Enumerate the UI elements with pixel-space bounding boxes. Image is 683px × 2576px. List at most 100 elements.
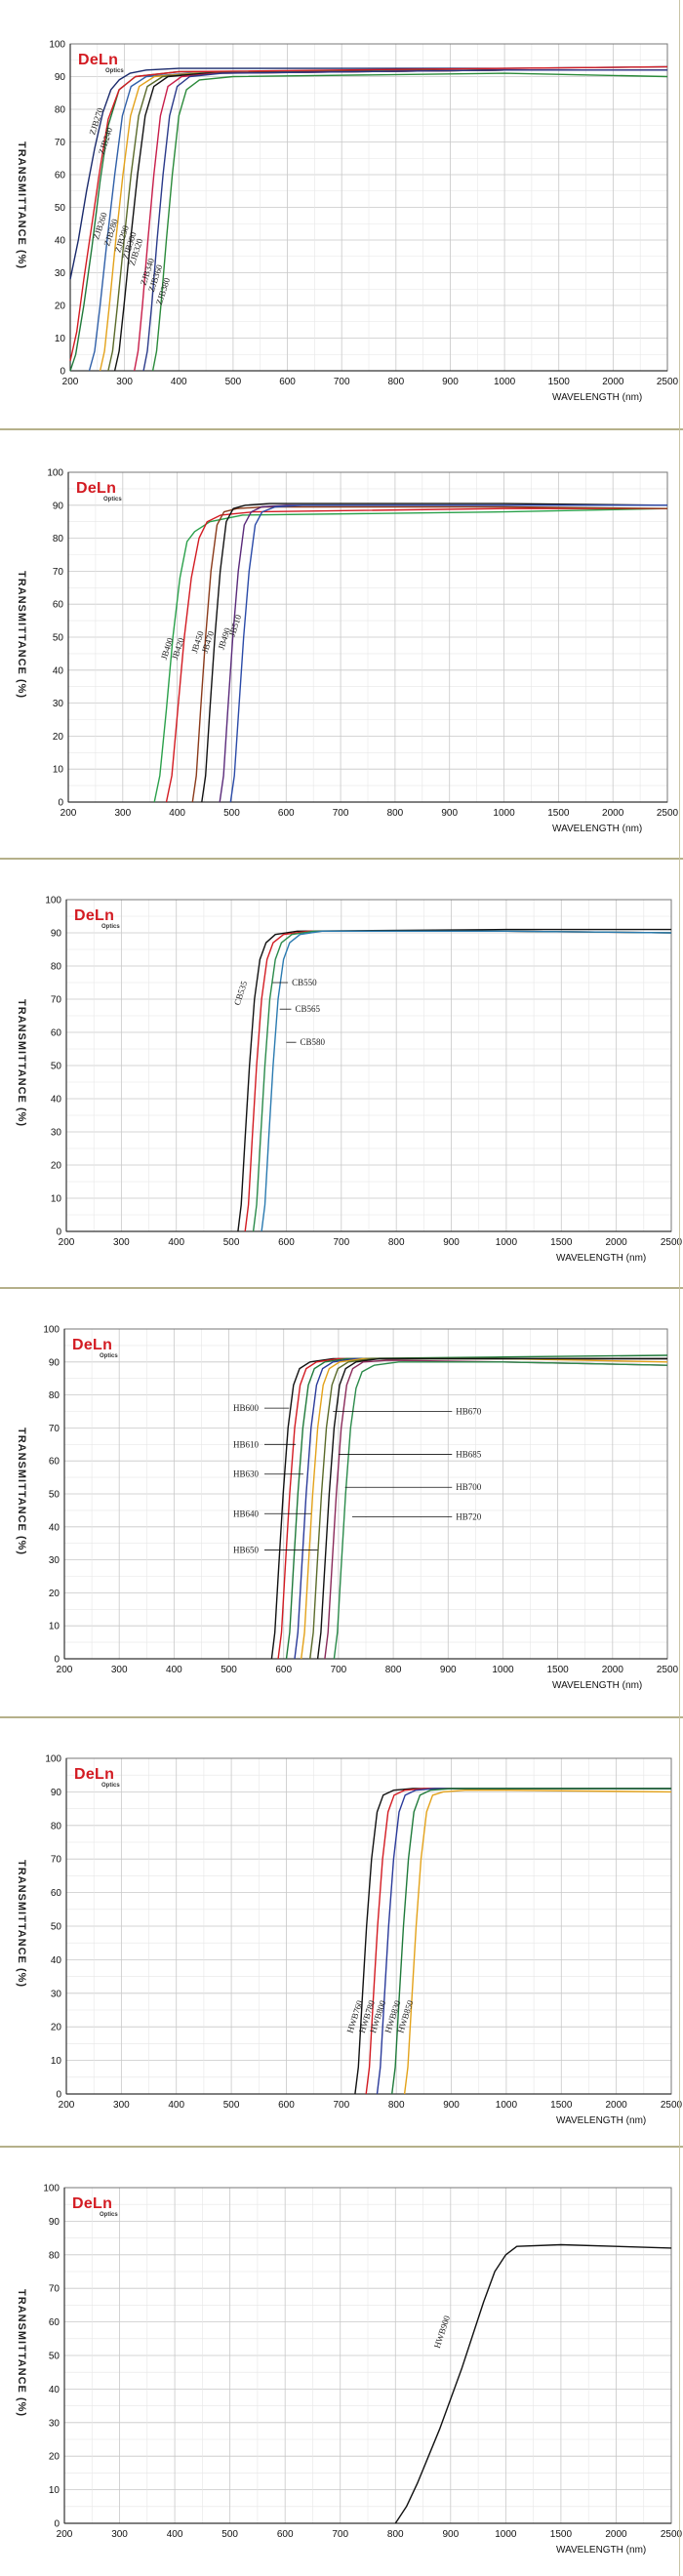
series-line-hb720	[333, 1361, 668, 1660]
y-tick-label: 100	[45, 896, 61, 906]
series-annotation: HB640	[233, 1509, 260, 1518]
y-axis-title: TRANSMITTANCE (%)	[16, 141, 27, 269]
chart-panel-1: 0 10 20 30 40 50 60 70 80 90 100 200 300 400 500 600 700…	[0, 0, 683, 429]
x-tick-label: 700	[332, 2529, 348, 2540]
x-tick-label: 900	[441, 808, 458, 819]
y-tick-label: 60	[55, 171, 66, 181]
y-tick-label: 0	[54, 1655, 60, 1666]
x-tick-label: 600	[278, 808, 295, 819]
x-tick-label: 200	[57, 1665, 73, 1675]
series-line-zjb340	[134, 69, 667, 372]
panel-separator	[0, 858, 683, 860]
brand-name: DeLn	[72, 2195, 113, 2212]
x-tick-label: 800	[388, 2100, 405, 2111]
series-line-zjb300	[107, 69, 667, 372]
x-tick-label: 1500	[550, 1237, 573, 1248]
y-tick-label: 50	[49, 1490, 60, 1501]
y-tick-label: 60	[49, 2317, 60, 2328]
series-line-hwb830	[391, 1788, 671, 2095]
x-tick-label: 2500	[661, 2529, 683, 2540]
x-tick-label: 300	[111, 1665, 128, 1675]
x-tick-label: 500	[223, 808, 240, 819]
x-axis-title: WAVELENGTH (nm)	[552, 824, 643, 834]
brand-subtitle: Optics	[100, 1353, 118, 1359]
y-tick-label: 80	[53, 534, 64, 544]
y-tick-label: 20	[53, 732, 64, 743]
brand-subtitle: Optics	[100, 2212, 118, 2218]
series-line-hwb900	[394, 2243, 672, 2524]
x-tick-label: 1500	[547, 808, 570, 819]
y-tick-label: 10	[53, 765, 64, 776]
y-tick-label: 30	[51, 1989, 62, 1999]
x-tick-label: 400	[171, 377, 187, 387]
x-tick-label: 700	[331, 1665, 347, 1675]
y-tick-label: 80	[55, 105, 66, 116]
x-tick-label: 700	[333, 1237, 349, 1248]
x-tick-label: 1000	[496, 2100, 518, 2111]
y-tick-label: 20	[49, 1589, 60, 1599]
x-tick-label: 300	[114, 808, 131, 819]
y-axis-title: TRANSMITTANCE (%)	[16, 2289, 27, 2418]
y-tick-label: 70	[49, 1424, 60, 1434]
grid	[67, 471, 668, 803]
y-tick-label: 10	[55, 334, 66, 344]
x-tick-label: 1500	[547, 1665, 570, 1675]
chart-svg: 0 10 20 30 40 50 60 70 80 90 100 200 300 400 500 600 700…	[43, 2184, 683, 2541]
series-annotation: HB610	[233, 1439, 260, 1449]
x-tick-label: 400	[166, 1665, 182, 1675]
y-tick-label: 10	[49, 2485, 60, 2496]
series-annotation: HB700	[456, 1482, 482, 1492]
y-tick-label: 90	[51, 1788, 62, 1798]
x-axis-title: WAVELENGTH (nm)	[556, 1253, 647, 1264]
x-tick-label: 1500	[550, 2529, 573, 2540]
series-line-zjb320	[113, 69, 667, 372]
y-tick-label: 70	[51, 1855, 62, 1866]
y-axis-title: TRANSMITTANCE (%)	[16, 571, 27, 700]
y-tick-label: 100	[45, 1754, 61, 1765]
series-line-jb420	[165, 507, 667, 803]
x-tick-label: 2500	[657, 808, 679, 819]
brand-logo: DeLn Optics	[74, 907, 142, 937]
x-tick-label: 500	[225, 377, 242, 387]
series-line-hb685	[316, 1357, 667, 1660]
chart-panel-2: 0 10 20 30 40 50 60 70 80 90 100 200 300 400 500 600 700…	[0, 429, 683, 859]
x-tick-label: 800	[385, 1665, 402, 1675]
series-line-hwb800	[376, 1788, 671, 2095]
y-tick-label: 0	[56, 2090, 61, 2101]
x-tick-label: 800	[387, 2529, 404, 2540]
series-line-jb400	[153, 507, 668, 803]
x-tick-label: 1000	[492, 1665, 514, 1675]
y-tick-label: 50	[51, 1062, 62, 1072]
series-annotation: CB580	[301, 1037, 326, 1047]
series-line-zjb280	[88, 69, 667, 372]
x-tick-label: 900	[442, 2529, 459, 2540]
series-line-zjb290	[99, 69, 667, 372]
grid	[63, 1328, 668, 1660]
y-tick-label: 0	[60, 367, 65, 378]
y-tick-label: 20	[51, 1161, 62, 1172]
series-line-cb580	[261, 930, 672, 1232]
y-tick-label: 0	[58, 798, 63, 809]
y-tick-label: 50	[49, 2352, 60, 2362]
x-tick-label: 1500	[550, 2100, 573, 2111]
brand-subtitle: Optics	[105, 68, 124, 74]
y-tick-label: 90	[53, 501, 64, 511]
x-tick-label: 2500	[661, 1237, 683, 1248]
y-tick-label: 0	[56, 1228, 61, 1238]
y-tick-label: 70	[49, 2284, 60, 2295]
y-axis-title: TRANSMITTANCE (%)	[16, 999, 27, 1128]
x-axis-title: WAVELENGTH (nm)	[552, 392, 643, 403]
y-tick-label: 90	[49, 2217, 60, 2228]
x-tick-label: 200	[59, 1237, 75, 1248]
y-tick-label: 50	[53, 633, 64, 644]
y-tick-label: 40	[49, 1522, 60, 1533]
y-tick-label: 30	[49, 1555, 60, 1566]
x-tick-label: 600	[278, 1237, 295, 1248]
y-tick-label: 40	[55, 236, 66, 247]
y-tick-label: 30	[55, 268, 66, 279]
series-line-hwb850	[403, 1790, 672, 2095]
chart-svg: 0 10 20 30 40 50 60 70 80 90 100 200 300 400 500 600 700…	[43, 1325, 678, 1676]
x-tick-label: 300	[113, 1237, 130, 1248]
brand-name: DeLn	[74, 907, 115, 924]
y-tick-label: 50	[55, 203, 66, 214]
